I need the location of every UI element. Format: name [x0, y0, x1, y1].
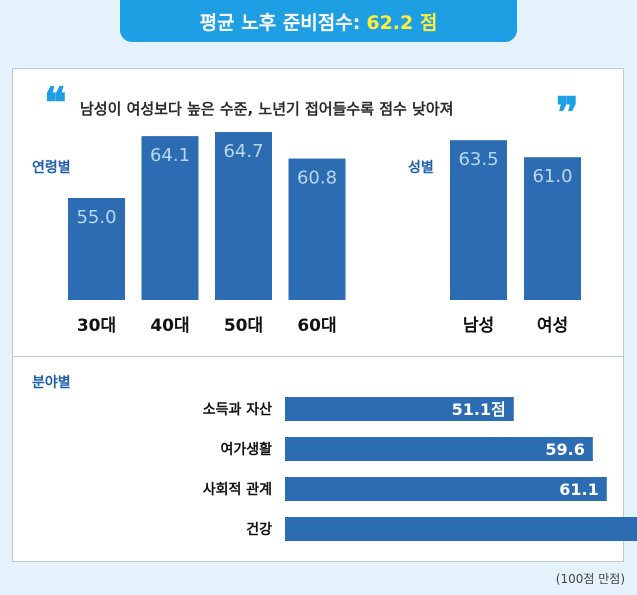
- open-quote-icon: ❝: [44, 78, 67, 127]
- bar-value-label: 63.5: [458, 149, 498, 170]
- bar-value-label: 55.0: [76, 207, 116, 228]
- bar-60대: [288, 158, 346, 300]
- hbar-건강: [285, 517, 637, 541]
- hbar-value-label: 51.1점: [452, 400, 506, 419]
- category-label: 50대: [224, 316, 263, 336]
- bar-value-label: 61.0: [532, 166, 572, 187]
- close-quote-icon: ❞: [556, 88, 579, 137]
- hbar-여가생활: [285, 437, 593, 461]
- bar-value-label: 60.8: [297, 168, 337, 189]
- hbar-value-label: 59.6: [545, 440, 584, 459]
- header-banner: 평균 노후 준비점수: 62.2 점: [120, 0, 517, 42]
- bar-value-label: 64.7: [223, 141, 263, 162]
- hbar-category-label: 소득과 자산: [203, 401, 272, 418]
- hbar-소득과 자산: [285, 397, 514, 421]
- hbar-category-label: 여가생활: [220, 441, 272, 458]
- bar-여성: [524, 157, 581, 300]
- category-label: 60대: [297, 316, 336, 336]
- bar-30대: [68, 198, 125, 300]
- header-title: 평균 노후 준비점수:: [199, 11, 361, 34]
- header-score: 62.2 점: [366, 11, 438, 34]
- bar-value-label: 64.1: [150, 145, 190, 166]
- hbar-사회적 관계: [285, 477, 607, 501]
- section-title-field: 분야별: [32, 375, 71, 391]
- section-title-age: 연령별: [32, 160, 71, 176]
- bar-40대: [141, 136, 199, 300]
- category-label: 여성: [537, 316, 568, 336]
- section-divider: [12, 356, 624, 357]
- hbar-category-label: 건강: [246, 521, 272, 538]
- category-label: 30대: [77, 316, 116, 336]
- category-label: 남성: [463, 316, 494, 336]
- hbar-category-label: 사회적 관계: [203, 481, 272, 498]
- bar-50대: [215, 132, 272, 300]
- headline-quote: 남성이 여성보다 높은 수준, 노년기 접어들수록 점수 낮아져: [80, 100, 454, 118]
- category-label: 40대: [150, 316, 189, 336]
- section-title-gender: 성별: [408, 160, 434, 176]
- hbar-value-label: 61.1: [559, 480, 598, 499]
- footnote: (100점 만점): [555, 572, 625, 586]
- bar-남성: [450, 140, 507, 300]
